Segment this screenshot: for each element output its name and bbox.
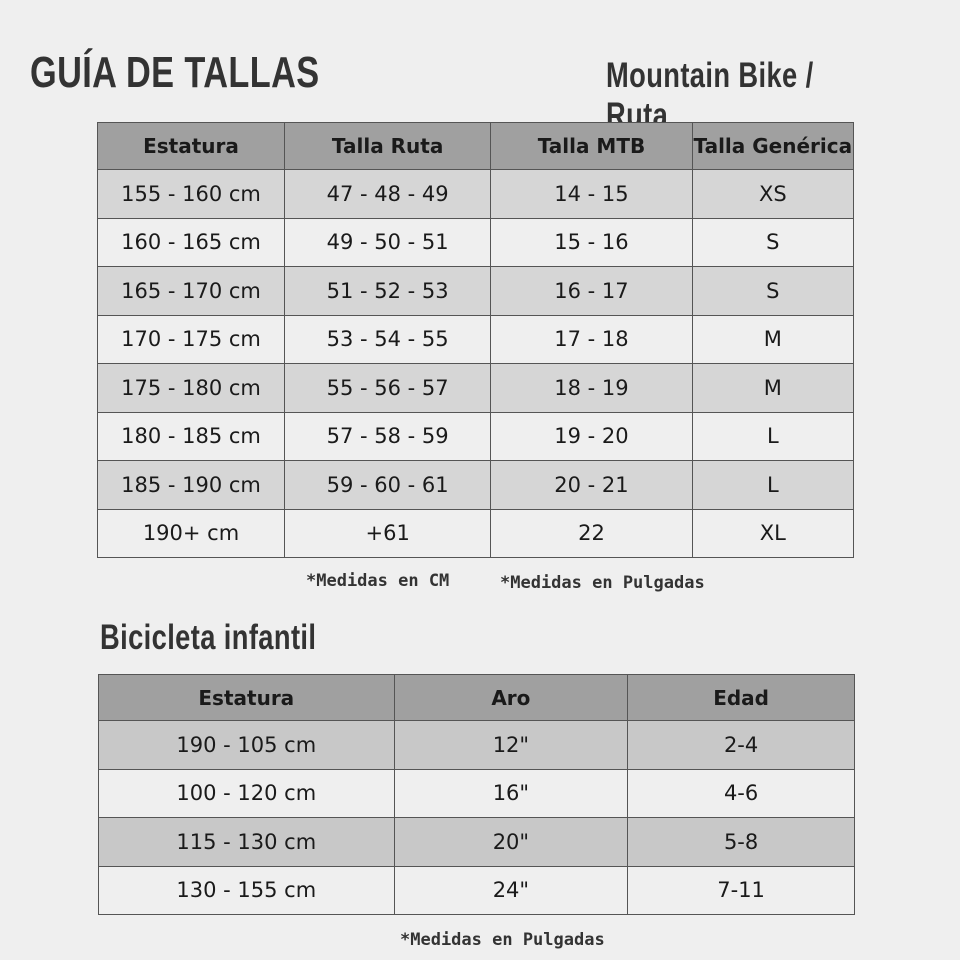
table-cell: 16": [393, 768, 629, 818]
table-cell: L: [691, 460, 855, 510]
table-cell: 15 - 16: [490, 217, 693, 267]
table-row: 175 - 180 cm 55 - 56 - 57 18 - 19 M: [97, 363, 855, 413]
table-cell: 47 - 48 - 49: [283, 169, 492, 219]
column-header: Estatura: [97, 122, 285, 170]
table-cell: 20": [393, 817, 629, 867]
table-row: 170 - 175 cm 53 - 54 - 55 17 - 18 M: [97, 314, 855, 364]
table-cell: 49 - 50 - 51: [283, 217, 492, 267]
table-cell: S: [691, 266, 855, 316]
column-header: Talla Ruta: [283, 122, 492, 170]
table-row: 130 - 155 cm 24" 7-11: [98, 865, 855, 915]
table-cell: 175 - 180 cm: [97, 363, 285, 413]
table-row: 160 - 165 cm 49 - 50 - 51 15 - 16 S: [97, 217, 855, 267]
column-header: Edad: [627, 674, 855, 721]
table-row: 100 - 120 cm 16" 4-6: [98, 768, 855, 818]
column-header: Estatura: [98, 674, 395, 721]
table-cell: 20 - 21: [490, 460, 693, 510]
table-row: 185 - 190 cm 59 - 60 - 61 20 - 21 L: [97, 460, 855, 510]
table-cell: 160 - 165 cm: [97, 217, 285, 267]
note-inches: *Medidas en Pulgadas: [500, 573, 705, 593]
table-cell: 14 - 15: [490, 169, 693, 219]
table-cell: 24": [393, 865, 629, 915]
table-cell: L: [691, 411, 855, 461]
table-cell: 5-8: [627, 817, 855, 867]
adult-size-table: Estatura Talla Ruta Talla MTB Talla Genéric…: [97, 122, 855, 558]
table-cell: 100 - 120 cm: [98, 768, 395, 818]
table-cell: 59 - 60 - 61: [283, 460, 492, 510]
column-header: Talla Genérica: [691, 122, 855, 170]
table-cell: 130 - 155 cm: [98, 865, 395, 915]
table-cell: 12": [393, 720, 629, 770]
table-cell: 53 - 54 - 55: [283, 314, 492, 364]
table-cell: 185 - 190 cm: [97, 460, 285, 510]
table-cell: 4-6: [627, 768, 855, 818]
table-row: 180 - 185 cm 57 - 58 - 59 19 - 20 L: [97, 411, 855, 461]
table-row: 155 - 160 cm 47 - 48 - 49 14 - 15 XS: [97, 169, 855, 219]
table-cell: S: [691, 217, 855, 267]
table-cell: M: [691, 314, 855, 364]
table-cell: 55 - 56 - 57: [283, 363, 492, 413]
table-cell: 165 - 170 cm: [97, 266, 285, 316]
table-cell: 51 - 52 - 53: [283, 266, 492, 316]
table-cell: 19 - 20: [490, 411, 693, 461]
table-cell: 18 - 19: [490, 363, 693, 413]
table-cell: 7-11: [627, 865, 855, 915]
table-row: 190 - 105 cm 12" 2-4: [98, 720, 855, 770]
table-cell: 115 - 130 cm: [98, 817, 395, 867]
table-cell: XS: [691, 169, 855, 219]
kids-note-inches: *Medidas en Pulgadas: [400, 930, 605, 950]
table-cell: 180 - 185 cm: [97, 411, 285, 461]
table-cell: M: [691, 363, 855, 413]
table-row: 115 - 130 cm 20" 5-8: [98, 817, 855, 867]
table-cell: 190 - 105 cm: [98, 720, 395, 770]
table-cell: 22: [490, 508, 693, 558]
table-cell: 190+ cm: [97, 508, 285, 558]
table-cell: 2-4: [627, 720, 855, 770]
note-cm: *Medidas en CM: [306, 571, 450, 591]
table-cell: 170 - 175 cm: [97, 314, 285, 364]
page-title: GUÍA DE TALLAS: [30, 48, 320, 97]
table-cell: 155 - 160 cm: [97, 169, 285, 219]
table-row: 165 - 170 cm 51 - 52 - 53 16 - 17 S: [97, 266, 855, 316]
table-cell: 17 - 18: [490, 314, 693, 364]
kids-size-table: Estatura Aro Edad 190 - 105 cm 12" 2-4 100 - …: [98, 674, 855, 915]
table-cell: +61: [283, 508, 492, 558]
table-cell: XL: [691, 508, 855, 558]
table-row: 190+ cm +61 22 XL: [97, 508, 855, 558]
table-cell: 57 - 58 - 59: [283, 411, 492, 461]
page-subtitle: Mountain Bike / Ruta: [606, 56, 814, 135]
table-cell: 16 - 17: [490, 266, 693, 316]
kids-section-title: Bicicleta infantil: [100, 618, 317, 657]
column-header: Aro: [393, 674, 629, 721]
column-header: Talla MTB: [490, 122, 693, 170]
